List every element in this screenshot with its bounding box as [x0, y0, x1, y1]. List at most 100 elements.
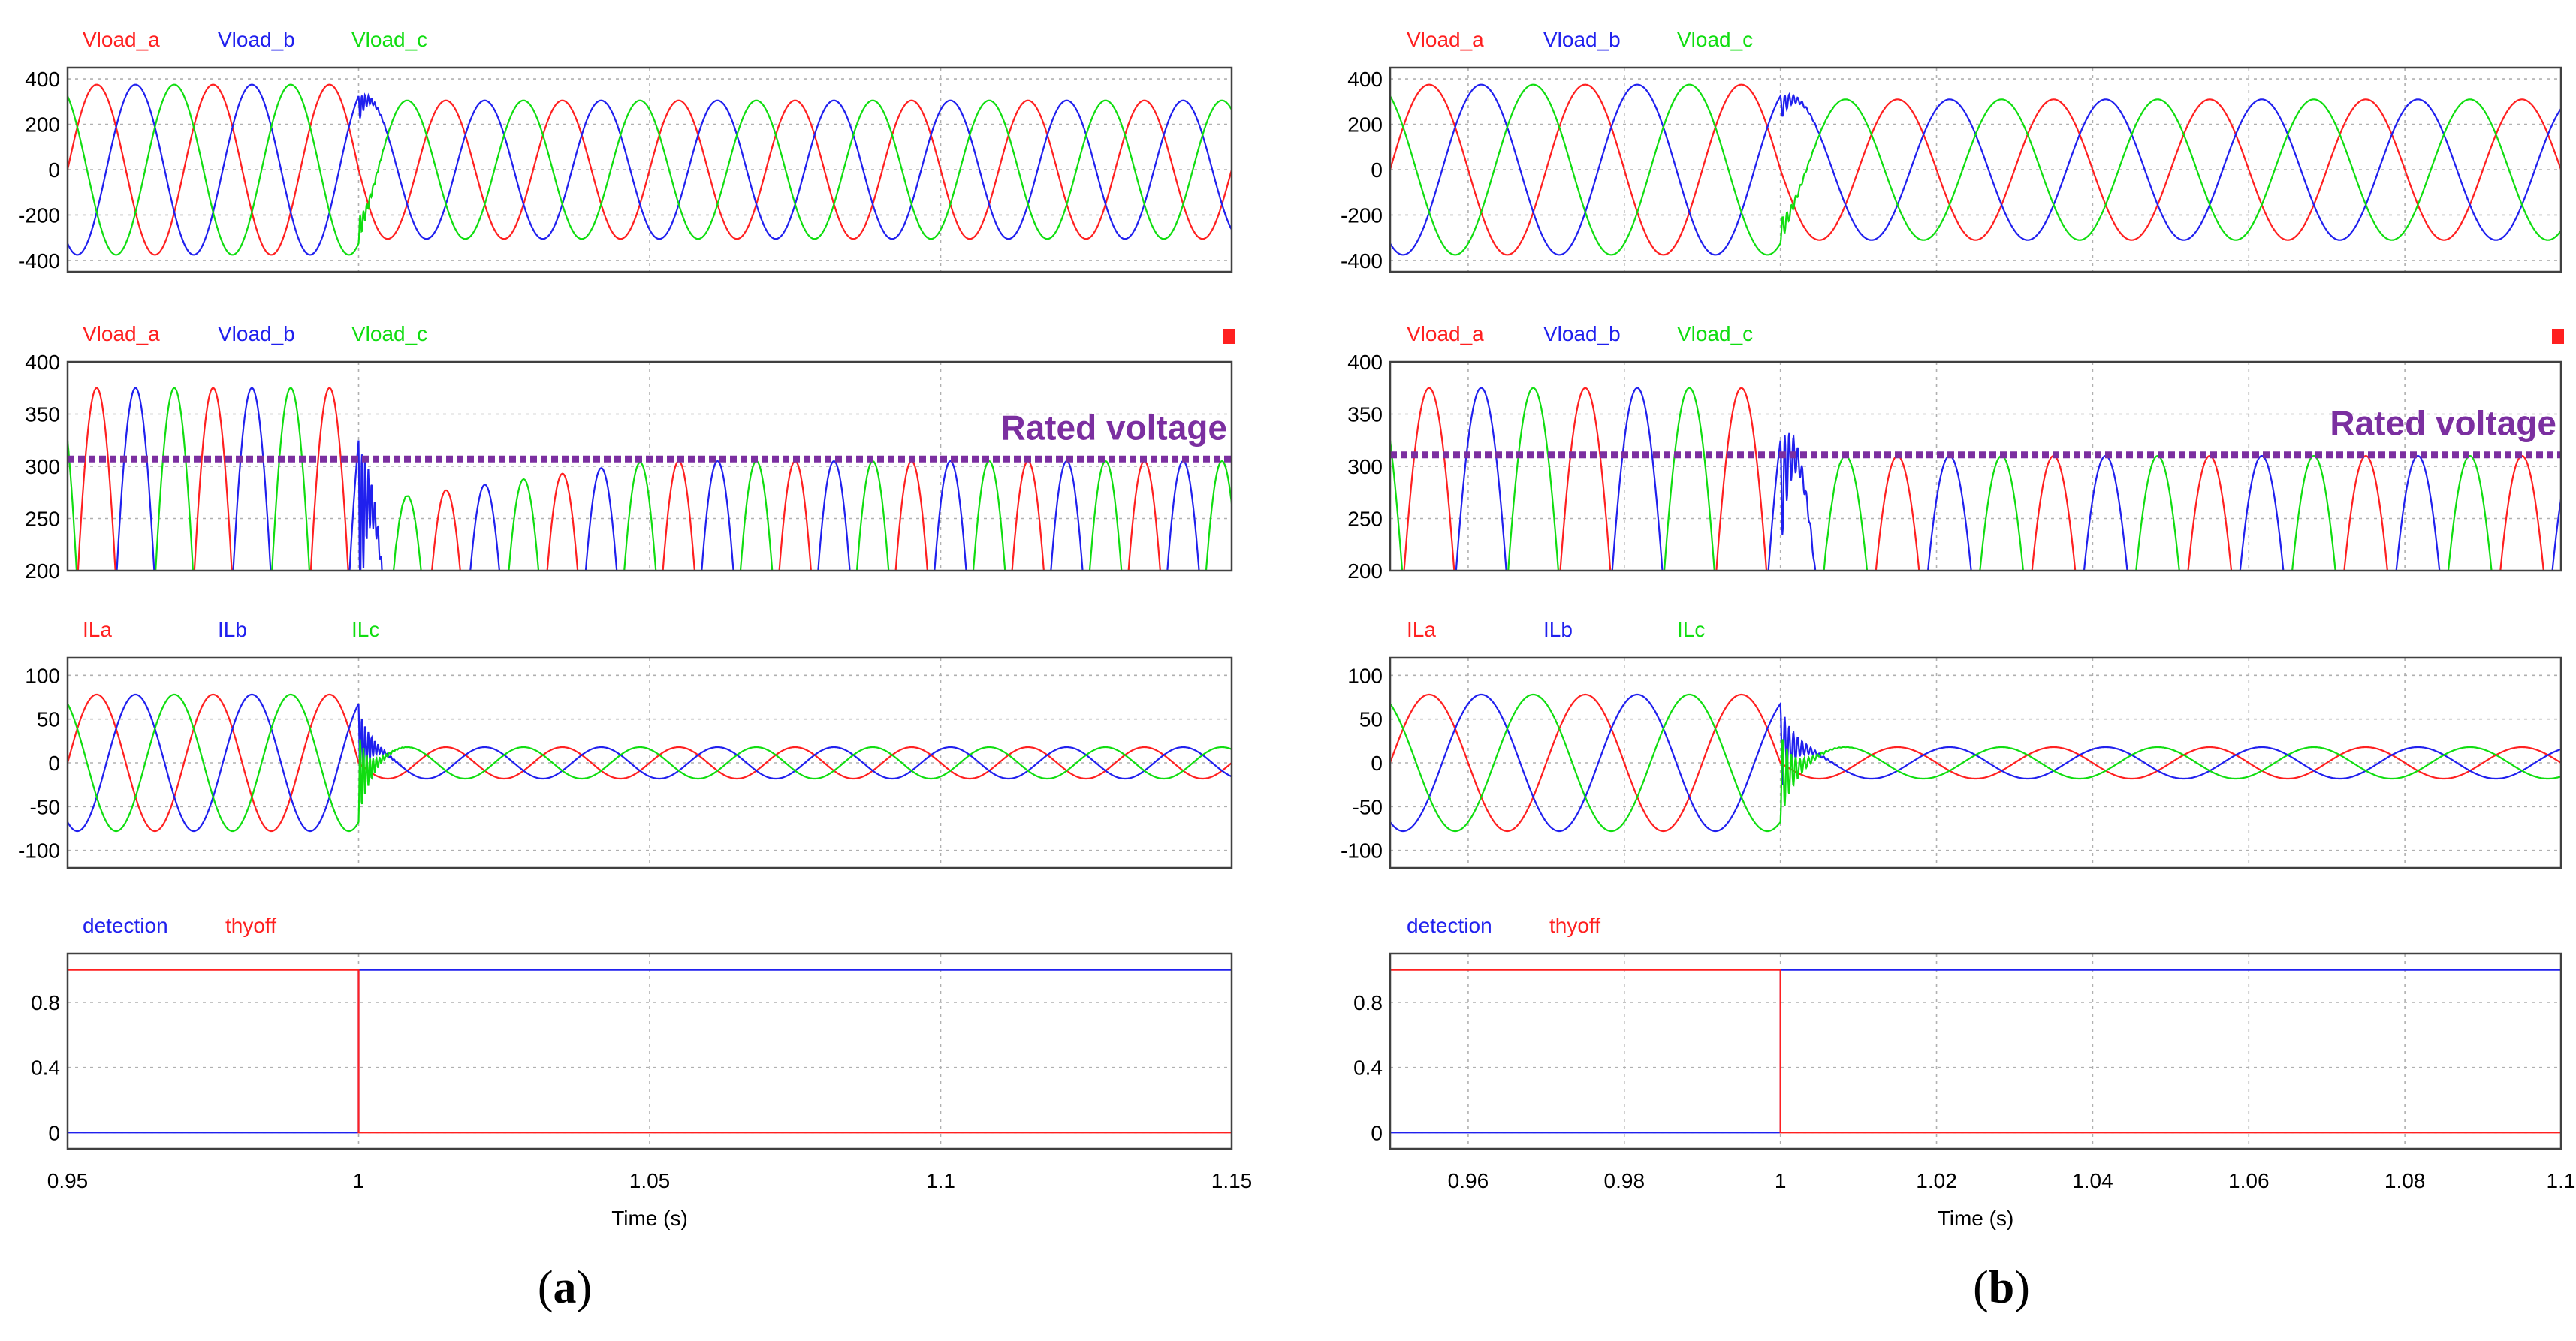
y-tick-label: -100 — [18, 839, 60, 863]
subplot-current: -100 -50 0 50 100 ILa ILb ILc — [1341, 618, 2562, 869]
series-ILc — [68, 693, 1232, 833]
x-axis: 0.96 0.98 1 1.02 1.04 1.06 1.08 1.1 Time (s) — [1448, 1169, 2576, 1230]
legend-Vload_c: Vload_c — [1677, 28, 1753, 51]
series-ILa — [1390, 693, 2561, 833]
x-axis-label: Time (s) — [1938, 1207, 2014, 1230]
y-tick-label: 350 — [1347, 403, 1383, 426]
rated-voltage-annotation: Rated voltage — [1000, 408, 1227, 447]
legend-Vload_b: Vload_b — [1543, 322, 1621, 345]
y-tick-label: 0 — [1371, 1121, 1383, 1144]
legend-Vload_b: Vload_b — [1543, 28, 1621, 51]
x-tick-label: 1 — [353, 1169, 365, 1192]
y-tick-label: 100 — [1347, 664, 1383, 687]
y-tick-label: 50 — [37, 708, 60, 731]
y-tick-label: 0.8 — [31, 991, 60, 1014]
plot-frame — [66, 360, 1233, 572]
y-tick-label: 50 — [1359, 708, 1383, 731]
y-tick-label: 400 — [25, 351, 60, 374]
y-tick-label: 0 — [48, 752, 60, 775]
plot-frame — [1389, 360, 2562, 572]
y-tick-label: 0.8 — [1353, 991, 1383, 1014]
caption-b: (b) — [1973, 1262, 2030, 1313]
y-tick-label: 200 — [25, 113, 60, 137]
legend-Vload_c: Vload_c — [1677, 322, 1753, 345]
y-tick-label: 300 — [1347, 455, 1383, 478]
x-tick-label: 1.08 — [2384, 1169, 2426, 1192]
x-axis-label: Time (s) — [611, 1207, 688, 1230]
series-ILb — [68, 693, 1232, 833]
x-tick-label: 1.1 — [2547, 1169, 2576, 1192]
legend-Vload_b: Vload_b — [218, 322, 295, 345]
series-Vload_c — [68, 387, 1232, 571]
y-tick-label: -50 — [30, 795, 60, 818]
series-Vload_a — [77, 387, 1161, 571]
x-tick-label: 1.04 — [2072, 1169, 2113, 1192]
x-axis: 0.95 1 1.05 1.1 1.15 Time (s) — [47, 1169, 1253, 1230]
subplot-digital: 0 0.4 0.8 detection thyoff — [31, 914, 1233, 1150]
series-Vload_a — [1390, 83, 2561, 256]
series-Vload_c — [68, 83, 1232, 256]
y-tick-label: 0 — [48, 1121, 60, 1144]
legend-ILb: ILb — [1543, 618, 1573, 641]
y-tick-label: 0.4 — [31, 1056, 60, 1080]
x-tick-label: 1.02 — [1916, 1169, 1957, 1192]
x-tick-label: 0.95 — [47, 1169, 89, 1192]
x-tick-label: 0.98 — [1604, 1169, 1645, 1192]
y-tick-label: 100 — [25, 664, 60, 687]
subplot-voltage: -400 -200 0 200 400 Vload_a Vload_b Vload_c — [1341, 28, 2562, 273]
series-thyoff — [68, 969, 1232, 1134]
y-tick-label: 0.4 — [1353, 1056, 1383, 1080]
series-detection — [1390, 969, 2561, 1134]
series-Vload_b — [116, 387, 1200, 571]
series-Vload_a — [68, 83, 1232, 256]
y-tick-label: 200 — [25, 559, 60, 583]
series-Vload_c — [1390, 83, 2561, 256]
plot-frame — [66, 656, 1233, 869]
y-tick-label: 350 — [25, 403, 60, 426]
legend-ILc: ILc — [1677, 618, 1705, 641]
y-tick-label: 0 — [1371, 752, 1383, 775]
series-Vload_a — [1403, 387, 2544, 571]
y-tick-label: 400 — [1347, 68, 1383, 91]
legend-ILa: ILa — [1407, 618, 1436, 641]
y-tick-label: -100 — [1341, 839, 1383, 863]
y-tick-label: 250 — [1347, 508, 1383, 531]
legend-Vload_a: Vload_a — [1407, 322, 1484, 345]
series-thyoff — [1390, 969, 2561, 1134]
y-tick-label: 250 — [25, 508, 60, 531]
x-tick-label: 1.05 — [629, 1169, 671, 1192]
subplot-current: -100 -50 0 50 100 ILa ILb ILc — [18, 618, 1233, 869]
x-tick-label: 1.06 — [2228, 1169, 2270, 1192]
y-tick-label: -50 — [1353, 795, 1383, 818]
legend-ILc: ILc — [351, 618, 379, 641]
plot-frame — [1389, 66, 2562, 273]
legend-Vload_c: Vload_c — [351, 322, 427, 345]
series-Vload_b — [68, 83, 1232, 256]
legend-ILa: ILa — [83, 618, 112, 641]
series-ILa — [68, 693, 1232, 833]
plot-frame — [1389, 952, 2562, 1150]
legend-thyoff: thyoff — [225, 914, 276, 937]
legend-Vload_b: Vload_b — [218, 28, 295, 51]
y-tick-label: 400 — [25, 68, 60, 91]
legend-detection: detection — [83, 914, 168, 937]
y-tick-label: -200 — [1341, 203, 1383, 227]
y-tick-label: 300 — [25, 455, 60, 478]
plot-frame — [66, 66, 1233, 273]
subplot-voltage-zoom: 200 250 300 350 400 Vload_a Vload_b Vload_c Rate… — [25, 322, 1235, 583]
legend-Vload_a: Vload_a — [1407, 28, 1484, 51]
plot-frame — [1389, 656, 2562, 869]
legend-thyoff: thyoff — [1549, 914, 1600, 937]
legend-detection: detection — [1407, 914, 1492, 937]
y-tick-label: -200 — [18, 203, 60, 227]
y-tick-label: -400 — [1341, 249, 1383, 273]
red-marker — [1223, 329, 1235, 344]
subplot-voltage-zoom: 200 250 300 350 400 Vload_a Vload_b Vload_c Rate… — [1347, 322, 2564, 583]
x-tick-label: 1 — [1775, 1169, 1787, 1192]
y-tick-label: 200 — [1347, 113, 1383, 137]
subplot-voltage: -400 -200 0 200 400 Vload_a Vload_b Vload_c — [18, 28, 1233, 273]
y-tick-label: 0 — [48, 158, 60, 182]
